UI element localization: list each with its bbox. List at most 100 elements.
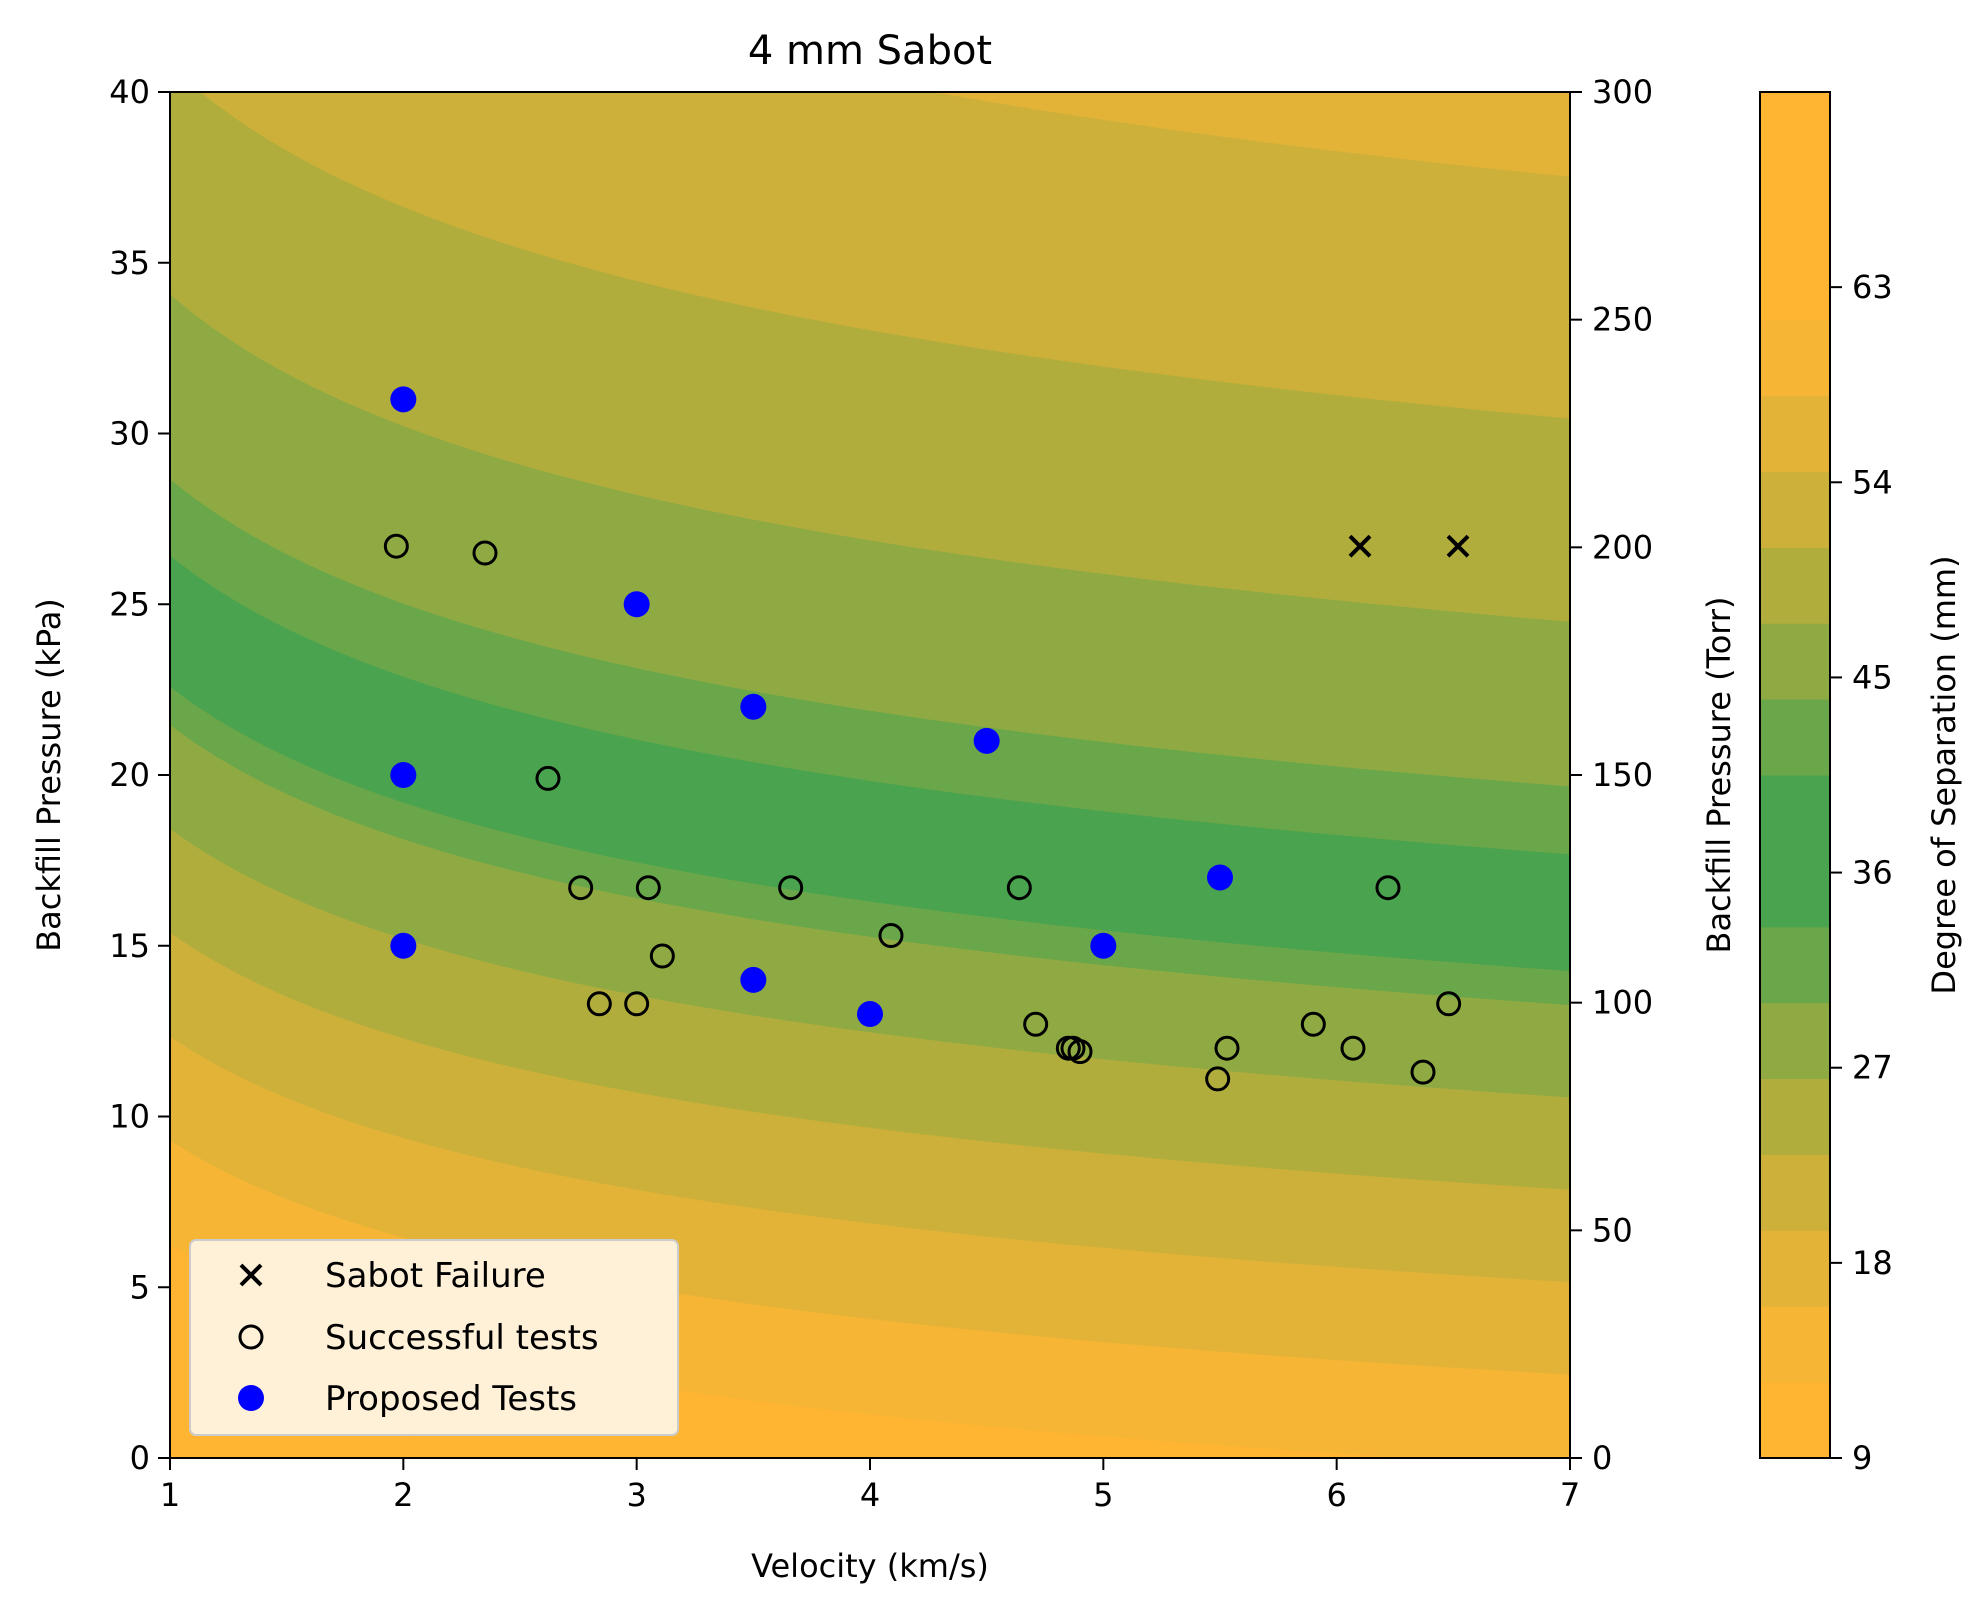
legend-label-sabot-failure: Sabot Failure (325, 1256, 546, 1296)
y-axis-label: Backfill Pressure (kPa) (30, 598, 68, 952)
x-tick-label: 7 (1560, 1476, 1580, 1514)
y-tick-label: 10 (109, 1098, 150, 1136)
successful-test-point (1205, 1066, 1231, 1092)
colorbar-level (1760, 775, 1830, 852)
colorbar-tick-label: 36 (1852, 854, 1893, 892)
axes: 1 2 3 4 5 6 7051015202530354005010015020025030… (109, 73, 1653, 1514)
legend-open-circle-marker (238, 1324, 264, 1350)
y-tick-label: 20 (109, 756, 150, 794)
colorbar-tick-label: 54 (1852, 463, 1893, 501)
successful-test-point (1023, 1011, 1049, 1037)
legend-label-successful-tests: Successful tests (325, 1318, 599, 1358)
successful-test-point (1300, 1011, 1326, 1037)
colorbar-level (1760, 1382, 1830, 1459)
successful-test-point (878, 923, 904, 949)
proposed-test-point (390, 386, 417, 413)
successful-test-point (472, 540, 498, 566)
proposed-test-point (390, 932, 417, 959)
y2-tick-label: 100 (1592, 984, 1653, 1022)
successful-test-point (1436, 991, 1462, 1017)
x-tick-label: 2 (393, 1476, 413, 1514)
colorbar-level (1760, 92, 1830, 169)
colorbar-level (1760, 1154, 1830, 1231)
colorbar-frame (1759, 91, 1831, 1459)
sabot-failure-point (1348, 534, 1372, 558)
sabot-failure-point (1446, 534, 1470, 558)
x-axis-label: Velocity (km/s) (751, 1547, 989, 1585)
successful-test-point (383, 533, 409, 559)
colorbar-level (1760, 1306, 1830, 1383)
data-points (383, 386, 1470, 1092)
colorbar-level (1760, 850, 1830, 928)
legend-filled-circle-marker (238, 1385, 264, 1411)
successful-test-point (1375, 875, 1401, 901)
x-marker-stroke (1348, 534, 1372, 558)
colorbar-tick-label: 63 (1852, 268, 1893, 306)
proposed-test-point (1207, 864, 1233, 891)
y-tick-label: 35 (109, 244, 150, 282)
colorbar-tick-label: 27 (1852, 1049, 1893, 1087)
y-tick-label: 0 (130, 1439, 150, 1477)
x-tick-label: 5 (1093, 1476, 1113, 1514)
colorbar-level (1760, 926, 1830, 1004)
successful-test-point (778, 875, 804, 901)
y2-tick-label: 200 (1592, 528, 1653, 566)
colorbar-level (1760, 699, 1830, 776)
colorbar-tick-label: 9 (1852, 1439, 1872, 1477)
y2-tick-label: 150 (1592, 756, 1653, 794)
successful-test-point (1067, 1039, 1093, 1065)
legend-x-marker (239, 1263, 263, 1287)
legend-label-proposed-tests: Proposed Tests (325, 1379, 577, 1419)
successful-test-point (1214, 1035, 1240, 1061)
proposed-test-point (1090, 932, 1117, 959)
y-tick-label: 30 (109, 415, 150, 453)
successful-test-point (624, 991, 650, 1017)
successful-test-point (586, 991, 612, 1017)
y2-tick-label: 250 (1592, 301, 1653, 339)
proposed-test-point (857, 1001, 883, 1028)
x-tick-label: 4 (860, 1476, 880, 1514)
colorbar-level (1760, 1230, 1830, 1307)
colorbar-label: Degree of Separation (mm) (1925, 555, 1963, 994)
successful-test-point (535, 765, 561, 791)
proposed-test-point (623, 591, 650, 618)
colorbar-level (1760, 547, 1830, 624)
y2-tick-label: 300 (1592, 73, 1653, 111)
successful-test-point (568, 875, 594, 901)
legend-item-sabot-failure: Sabot Failure (239, 1256, 546, 1296)
y-tick-label: 5 (130, 1268, 150, 1306)
legend: Sabot Failure Successful tests Proposed … (189, 1239, 679, 1436)
colorbar-level (1760, 1002, 1830, 1080)
successful-test-point (649, 943, 675, 969)
colorbar: 9 18 27 36 45 54 63 (1759, 91, 1893, 1477)
successful-test-point (635, 875, 661, 901)
x-tick-label: 1 (160, 1476, 180, 1514)
legend-box (189, 1239, 679, 1436)
y-tick-label: 15 (109, 927, 150, 965)
y2-axis-label: Backfill Pressure (Torr) (1700, 596, 1738, 953)
x-tick-label: 6 (1326, 1476, 1346, 1514)
colorbar-level (1760, 623, 1830, 700)
colorbar-level (1760, 1078, 1830, 1155)
colorbar-level (1760, 319, 1830, 397)
colorbar-tick-label: 45 (1852, 658, 1893, 696)
legend-item-successful-tests: Successful tests (238, 1318, 599, 1358)
x-tick-label: 3 (626, 1476, 646, 1514)
x-marker-stroke (1446, 534, 1470, 558)
y-tick-label: 25 (109, 585, 150, 623)
successful-test-point (1410, 1059, 1436, 1085)
y-tick-label: 40 (109, 73, 150, 111)
colorbar-level (1760, 243, 1830, 321)
colorbar-level (1760, 167, 1830, 245)
colorbar-level (1760, 395, 1830, 472)
successful-test-point (1340, 1035, 1366, 1061)
proposed-test-point (390, 762, 417, 788)
proposed-test-point (740, 966, 767, 993)
legend-item-proposed-tests: Proposed Tests (238, 1379, 577, 1419)
y2-tick-label: 50 (1592, 1211, 1633, 1249)
chart-title: 4 mm Sabot (748, 28, 992, 74)
proposed-test-point (973, 727, 1000, 754)
colorbar-tick-label: 18 (1852, 1244, 1893, 1282)
